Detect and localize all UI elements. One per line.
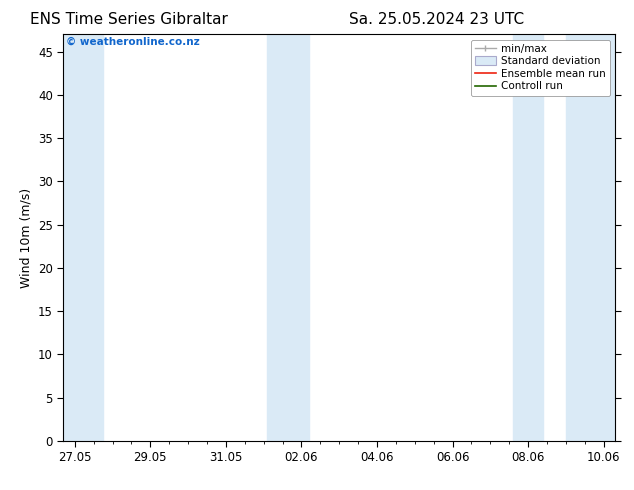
Bar: [513, 34, 543, 441]
Text: © weatheronline.co.nz: © weatheronline.co.nz: [66, 36, 200, 47]
Text: Sa. 25.05.2024 23 UTC: Sa. 25.05.2024 23 UTC: [349, 12, 524, 27]
Legend: min/max, Standard deviation, Ensemble mean run, Controll run: min/max, Standard deviation, Ensemble me…: [470, 40, 610, 96]
Text: ENS Time Series Gibraltar: ENS Time Series Gibraltar: [30, 12, 228, 27]
Bar: [566, 34, 615, 441]
Bar: [63, 34, 103, 441]
Bar: [268, 34, 309, 441]
Y-axis label: Wind 10m (m/s): Wind 10m (m/s): [20, 188, 32, 288]
